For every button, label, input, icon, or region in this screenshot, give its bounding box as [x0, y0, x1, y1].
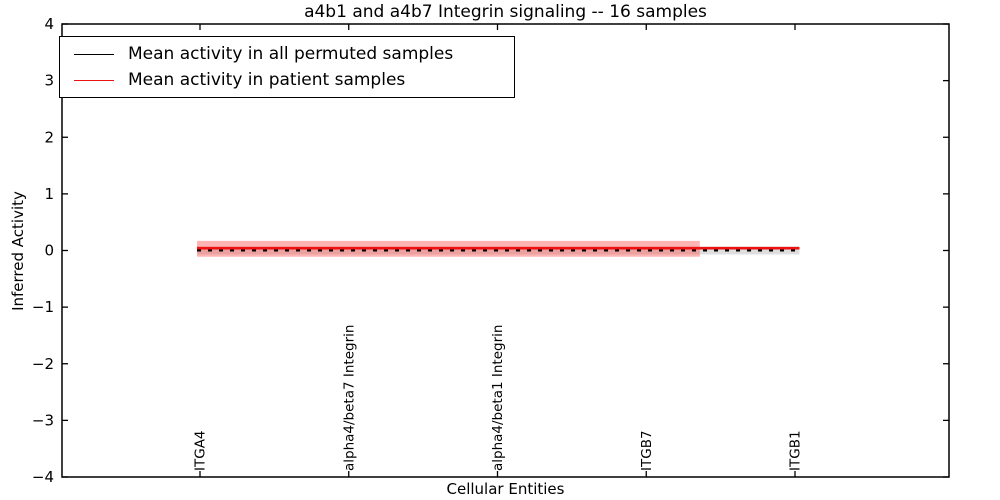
y-tick-label: −1	[32, 298, 54, 316]
y-tick-label: −4	[32, 468, 54, 486]
x-tick-label: ITGB1	[788, 430, 804, 471]
chart-title: a4b1 and a4b7 Integrin signaling -- 16 s…	[304, 2, 707, 22]
legend-item-patient: Mean activity in patient samples	[72, 70, 502, 90]
y-tick-label: −2	[32, 355, 54, 373]
y-axis-label: Inferred Activity	[9, 191, 27, 311]
x-tick-label: alpha4/beta1 Integrin	[490, 325, 506, 471]
y-tick-label: −3	[32, 411, 54, 429]
permuted-line-swatch	[74, 53, 114, 55]
x-axis-label: Cellular Entities	[446, 480, 565, 498]
y-tick-label: 1	[44, 185, 54, 203]
y-tick-label: 0	[44, 242, 54, 260]
x-tick-label: alpha4/beta7 Integrin	[341, 325, 357, 471]
x-tick-label: ITGA4	[193, 430, 209, 471]
x-tick-label: ITGB7	[639, 430, 655, 471]
mean-activity-in-all-permuted-samples-band	[197, 246, 800, 255]
legend-label-permuted: Mean activity in all permuted samples	[128, 44, 454, 64]
patient-line-swatch	[74, 79, 114, 81]
y-tick-label: 4	[44, 15, 54, 33]
y-tick-label: 3	[44, 72, 54, 90]
legend-label-patient: Mean activity in patient samples	[128, 70, 406, 90]
y-tick-label: 2	[44, 128, 54, 146]
legend: Mean activity in all permuted samples Me…	[59, 36, 515, 98]
legend-item-permuted: Mean activity in all permuted samples	[72, 44, 502, 64]
